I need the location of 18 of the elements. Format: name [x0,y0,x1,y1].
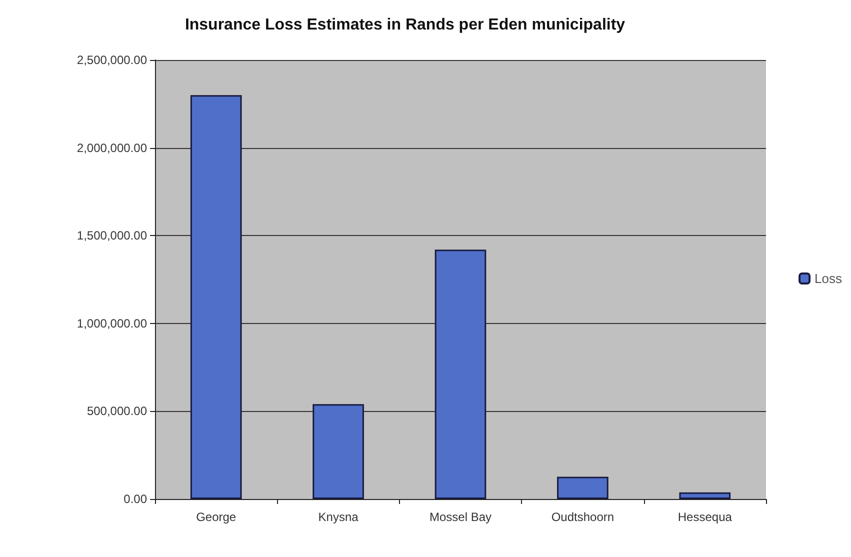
chart-title: Insurance Loss Estimates in Rands per Eden municipality [184,16,626,34]
x-tick-label: Hessequa [678,510,732,524]
y-tick-label: 1,500,000.00 [76,228,148,243]
y-tick-label: 1,000,000.00 [76,316,148,330]
y-tick-label: 2,000,000.00 [76,140,148,155]
x-tick-label: Mossel Bay [429,510,492,524]
y-tick-label: 2,500,000.00 [76,53,148,67]
bar [679,492,731,499]
x-tick-label: Oudtshoorn [551,510,614,524]
bar [190,95,242,499]
bar [312,404,364,499]
x-tick-label: George [196,510,236,524]
x-tick-label: Knysna [318,510,359,524]
bar [557,476,608,499]
bar [434,250,486,499]
y-tick-label: 0.00 [124,492,148,506]
legend-label: Loss [814,271,842,286]
y-tick-label: 500,000.00 [86,404,148,418]
